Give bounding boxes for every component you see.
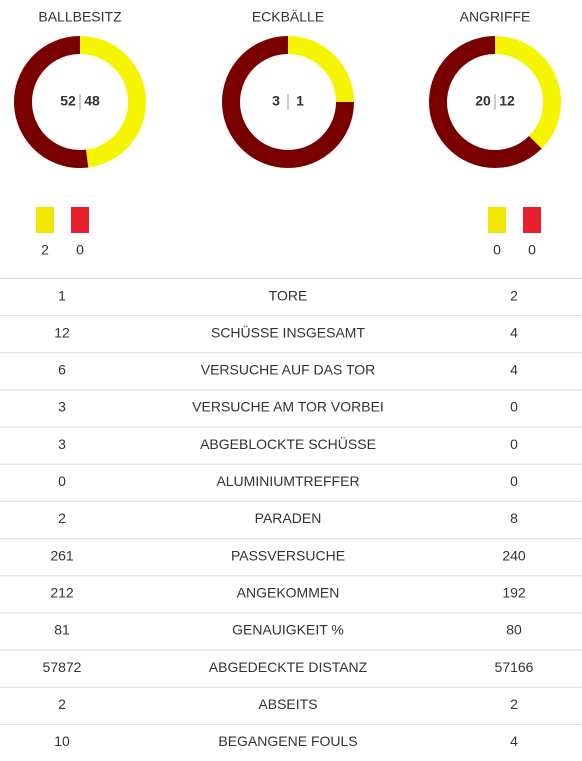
home-stat: 12 bbox=[54, 324, 70, 340]
away-stat: 0 bbox=[510, 473, 518, 489]
away-stat: 0 bbox=[510, 436, 518, 452]
away-stat: 4 bbox=[510, 324, 518, 340]
yellow-card-count: 0 bbox=[493, 242, 501, 258]
away-stat: 2 bbox=[510, 287, 518, 303]
away-stat: 80 bbox=[506, 622, 522, 638]
home-stat: 10 bbox=[54, 733, 70, 749]
stat-label: ABSEITS bbox=[258, 696, 317, 712]
yellow-card-count: 2 bbox=[41, 242, 49, 258]
home-stat: 81 bbox=[54, 622, 70, 638]
home-stat: 57872 bbox=[43, 659, 82, 675]
away-stat: 4 bbox=[510, 733, 518, 749]
away-value: 48 bbox=[84, 93, 100, 109]
stat-label: ALUMINIUMTREFFER bbox=[216, 473, 359, 489]
stat-label: PASSVERSUCHE bbox=[231, 547, 345, 563]
home-stat: 2 bbox=[58, 510, 66, 526]
stat-label: ABGEBLOCKTE SCHÜSSE bbox=[200, 435, 376, 452]
home-stat: 2 bbox=[58, 696, 66, 712]
stat-label: SCHÜSSE INSGESAMT bbox=[211, 323, 365, 340]
red-card-count: 0 bbox=[76, 242, 84, 258]
away-stat: 57166 bbox=[495, 659, 534, 675]
red-card bbox=[523, 207, 541, 233]
donut-label: ECKBÄLLE bbox=[252, 9, 324, 25]
donut-away bbox=[494, 36, 561, 149]
yellow-card bbox=[36, 207, 54, 233]
donut-away bbox=[287, 36, 354, 103]
away-stat: 240 bbox=[502, 547, 526, 563]
home-stat: 1 bbox=[58, 287, 66, 303]
home-value: 52 bbox=[60, 93, 76, 109]
home-stat: 6 bbox=[58, 362, 66, 378]
away-value: 12 bbox=[499, 93, 515, 109]
stat-label: BEGANGENE FOULS bbox=[218, 733, 357, 749]
home-value: 3 bbox=[272, 93, 280, 109]
home-stat: 3 bbox=[58, 436, 66, 452]
donut-home bbox=[222, 36, 354, 168]
home-stat: 212 bbox=[50, 585, 74, 601]
home-stat: 0 bbox=[58, 473, 66, 489]
donut-home bbox=[429, 36, 542, 168]
away-stat: 2 bbox=[510, 696, 518, 712]
away-value: 1 bbox=[296, 93, 304, 109]
away-stat: 192 bbox=[502, 585, 526, 601]
donut-away bbox=[79, 36, 146, 168]
stat-label: VERSUCHE AM TOR VORBEI bbox=[192, 399, 384, 415]
stat-label: TORE bbox=[269, 287, 308, 303]
stat-label: ANGEKOMMEN bbox=[237, 585, 340, 601]
donut-label: ANGRIFFE bbox=[460, 9, 531, 25]
home-value: 20 bbox=[475, 93, 491, 109]
yellow-card bbox=[488, 207, 506, 233]
donut-home bbox=[14, 36, 89, 168]
stat-label: PARADEN bbox=[255, 510, 322, 526]
stat-label: ABGEDECKTE DISTANZ bbox=[209, 659, 368, 675]
away-stat: 0 bbox=[510, 399, 518, 415]
away-stat: 4 bbox=[510, 362, 518, 378]
away-stat: 8 bbox=[510, 510, 518, 526]
stat-label: GENAUIGKEIT % bbox=[232, 622, 344, 638]
home-stat: 261 bbox=[50, 547, 74, 563]
red-card bbox=[71, 207, 89, 233]
red-card-count: 0 bbox=[528, 242, 536, 258]
home-stat: 3 bbox=[58, 399, 66, 415]
stat-label: VERSUCHE AUF DAS TOR bbox=[201, 362, 376, 378]
donut-label: BALLBESITZ bbox=[38, 9, 122, 25]
